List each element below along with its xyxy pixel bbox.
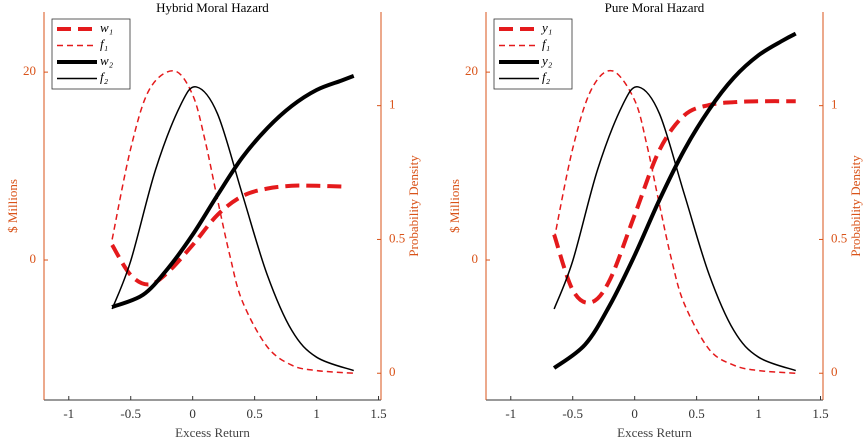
y2-axis-label: Probability Density xyxy=(848,155,863,257)
legend-label: y₁ xyxy=(540,20,552,35)
x-tick-label: -0.5 xyxy=(562,406,583,421)
x-tick-label: 1 xyxy=(755,406,762,421)
legend-label: f₂ xyxy=(542,69,551,84)
x-tick-label: -0.5 xyxy=(120,406,141,421)
legend-label: y₂ xyxy=(540,53,553,68)
y2-tick-label: 0.5 xyxy=(389,230,405,245)
series-line xyxy=(553,69,796,374)
x-tick-label: -1 xyxy=(505,406,516,421)
x-tick-label: 1.5 xyxy=(812,406,828,421)
y2-tick-label: 0 xyxy=(831,364,838,379)
y2-tick-label: 1 xyxy=(831,97,838,112)
x-tick-label: 1 xyxy=(313,406,320,421)
x-tick-label: 0 xyxy=(631,406,638,421)
y-tick-label: 20 xyxy=(465,63,478,78)
x-axis-label: Excess Return xyxy=(175,425,250,440)
y-tick-label: 0 xyxy=(472,251,479,266)
y2-tick-label: 0.5 xyxy=(831,230,847,245)
series-line xyxy=(111,86,354,372)
series-line xyxy=(552,31,797,370)
legend-label: w₁ xyxy=(100,20,113,35)
y-axis-label: $ Millions xyxy=(5,179,20,233)
x-tick-label: 0.5 xyxy=(247,406,263,421)
legend-label: w₂ xyxy=(100,53,114,68)
y-tick-label: 20 xyxy=(23,63,36,78)
series-line xyxy=(110,183,348,287)
legend-label: f₁ xyxy=(100,36,108,51)
x-axis-label: Excess Return xyxy=(617,425,692,440)
y-tick-label: 0 xyxy=(30,251,37,266)
chart-title: Hybrid Moral Hazard xyxy=(156,0,269,15)
x-tick-label: 0 xyxy=(189,406,196,421)
y2-axis-label: Probability Density xyxy=(406,155,421,257)
chart-title: Pure Moral Hazard xyxy=(605,0,705,15)
series-line xyxy=(553,86,796,372)
x-tick-label: -1 xyxy=(63,406,74,421)
x-tick-label: 1.5 xyxy=(370,406,386,421)
y-axis-label: $ Millions xyxy=(447,179,462,233)
series-line xyxy=(111,74,355,309)
legend-label: f₁ xyxy=(542,36,550,51)
series-line xyxy=(111,70,354,374)
legend-label: f₂ xyxy=(100,69,109,84)
x-tick-label: 0.5 xyxy=(689,406,705,421)
y2-tick-label: 1 xyxy=(389,97,396,112)
y2-tick-label: 0 xyxy=(389,364,396,379)
